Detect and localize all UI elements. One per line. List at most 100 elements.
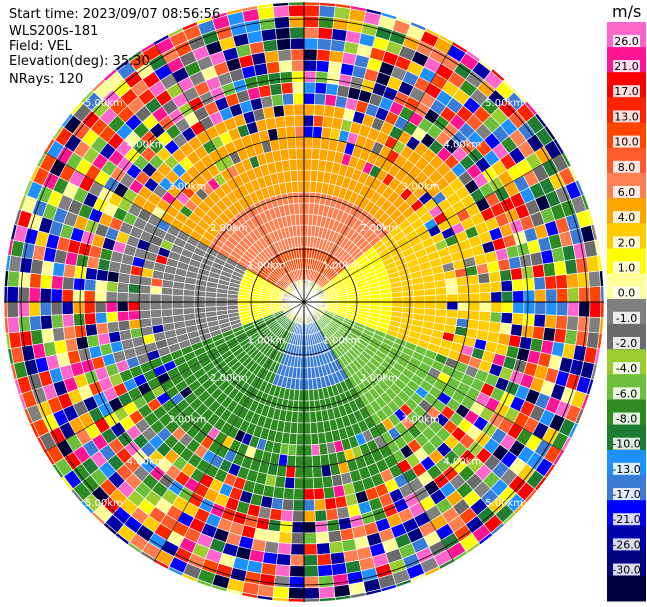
range-bin bbox=[456, 309, 470, 320]
range-bin bbox=[312, 465, 323, 479]
range-bin bbox=[295, 455, 305, 468]
range-bin bbox=[291, 70, 305, 83]
range-label: 3.00km bbox=[402, 181, 440, 192]
colorbar-tick-label: 26.0 bbox=[614, 35, 639, 48]
range-bin bbox=[303, 455, 313, 468]
range-bin bbox=[94, 279, 108, 292]
range-bin bbox=[490, 291, 503, 303]
field-name: Field: VEL bbox=[9, 39, 72, 54]
range-bin bbox=[499, 322, 513, 336]
range-label: 2.00km bbox=[360, 373, 398, 384]
range-bin bbox=[328, 540, 344, 554]
range-bin bbox=[477, 320, 491, 332]
range-bin bbox=[308, 202, 315, 215]
range-bin bbox=[61, 301, 74, 316]
range-bin bbox=[237, 298, 250, 303]
range-bin bbox=[455, 317, 469, 329]
range-bin bbox=[293, 477, 305, 490]
range-bin bbox=[317, 27, 334, 40]
range-bin bbox=[489, 311, 503, 324]
range-bin bbox=[105, 291, 118, 303]
range-bin bbox=[279, 70, 293, 84]
range-label: 4.00km bbox=[127, 456, 165, 467]
range-bin bbox=[277, 453, 289, 467]
range-bin bbox=[545, 288, 558, 303]
range-bin bbox=[278, 59, 293, 73]
range-bin bbox=[108, 260, 122, 274]
range-bin bbox=[3, 301, 8, 319]
range-bin bbox=[61, 313, 75, 328]
range-bin bbox=[285, 465, 296, 479]
range-bin bbox=[468, 301, 481, 312]
colorbar-tick-label: -30.0 bbox=[612, 564, 640, 577]
range-bin bbox=[553, 260, 567, 276]
range-bin bbox=[313, 103, 326, 117]
range-bin bbox=[288, 15, 305, 28]
range-bin bbox=[299, 367, 305, 380]
range-bin bbox=[488, 321, 502, 334]
range-bin bbox=[6, 286, 19, 303]
range-bin bbox=[288, 587, 305, 600]
range-bin bbox=[269, 82, 283, 96]
range-bin bbox=[534, 288, 547, 303]
range-bin bbox=[52, 262, 66, 278]
range-bin bbox=[303, 1, 321, 6]
range-bin bbox=[303, 48, 318, 61]
range-bin bbox=[567, 287, 580, 303]
range-bin bbox=[83, 290, 96, 303]
range-bin bbox=[479, 301, 492, 313]
range-bin bbox=[281, 432, 291, 445]
range-bin bbox=[486, 330, 500, 344]
range-label: 5.00km bbox=[85, 98, 123, 109]
range-bin bbox=[578, 286, 591, 303]
range-bin bbox=[94, 301, 107, 314]
range-bin bbox=[523, 301, 536, 315]
range-bin bbox=[274, 564, 291, 577]
start-time: Start time: 2023/09/07 08:56:56 bbox=[9, 7, 221, 22]
range-bin bbox=[311, 147, 321, 161]
range-bin bbox=[215, 297, 228, 303]
range-bin bbox=[40, 314, 53, 330]
range-bin bbox=[446, 301, 459, 311]
range-bin bbox=[276, 38, 292, 51]
range-bin bbox=[297, 400, 305, 413]
range-bin bbox=[318, 16, 335, 29]
range-bin bbox=[290, 532, 305, 545]
range-bin bbox=[128, 274, 142, 286]
range-bin bbox=[296, 422, 305, 435]
range-bin bbox=[531, 263, 546, 279]
range-bin bbox=[28, 301, 41, 317]
range-bin bbox=[139, 275, 153, 287]
range-bin bbox=[478, 282, 492, 294]
range-bin bbox=[83, 312, 97, 326]
range-bin bbox=[311, 454, 322, 468]
nrays: NRays: 120 bbox=[9, 72, 84, 87]
range-label: 4.00km bbox=[443, 456, 481, 467]
range-bin bbox=[446, 293, 459, 303]
range-bin bbox=[332, 106, 346, 120]
range-bin bbox=[303, 477, 315, 490]
range-bin bbox=[292, 81, 305, 94]
range-bin bbox=[19, 256, 33, 274]
range-bin bbox=[138, 284, 152, 295]
range-bin bbox=[328, 50, 344, 64]
colorbar-tick-label: -2.0 bbox=[616, 337, 637, 350]
range-bin bbox=[72, 301, 85, 315]
range-bin bbox=[303, 114, 315, 127]
range-bin bbox=[331, 562, 348, 576]
range-bin bbox=[299, 378, 305, 391]
range-bin bbox=[295, 444, 305, 457]
range-bin bbox=[303, 433, 312, 446]
range-bin bbox=[40, 274, 53, 290]
range-bin bbox=[171, 294, 184, 303]
range-bin bbox=[315, 520, 329, 534]
range-bin bbox=[303, 587, 320, 600]
range-bin bbox=[413, 307, 426, 315]
range-bin bbox=[298, 389, 305, 402]
range-bin bbox=[542, 262, 556, 278]
range-bin bbox=[324, 93, 338, 107]
range-bin bbox=[171, 287, 185, 297]
range-label: 3.00km bbox=[168, 415, 206, 426]
range-label: 5.00km bbox=[485, 98, 523, 109]
range-bin bbox=[323, 486, 336, 500]
